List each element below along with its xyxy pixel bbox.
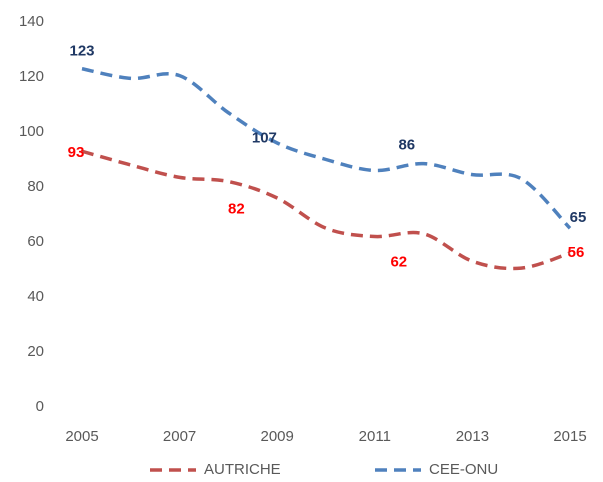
x-tick-label: 2015 [553, 428, 586, 445]
data-label: 107 [252, 130, 277, 147]
data-label: 82 [228, 200, 245, 217]
data-label: 123 [69, 43, 94, 60]
y-tick-label: 40 [27, 288, 44, 305]
y-tick-label: 20 [27, 343, 44, 360]
series-line [81, 149, 571, 271]
x-tick-label: 2005 [65, 428, 98, 445]
data-label: 56 [568, 244, 585, 261]
legend-label: AUTRICHE [204, 461, 281, 478]
data-label: 86 [398, 136, 415, 153]
x-tick-label: 2009 [261, 428, 294, 445]
series-line [81, 67, 572, 230]
legend-label: CEE-ONU [429, 461, 498, 478]
x-tick-label: 2013 [456, 428, 489, 445]
data-label: 62 [390, 253, 407, 270]
data-label: 65 [570, 209, 587, 226]
x-tick-label: 2007 [163, 428, 196, 445]
data-label: 93 [68, 144, 85, 161]
x-tick-label: 2011 [359, 428, 391, 445]
y-tick-label: 60 [27, 233, 44, 250]
y-tick-label: 100 [19, 123, 44, 140]
y-tick-label: 0 [36, 398, 44, 415]
y-tick-label: 120 [19, 68, 44, 85]
y-tick-label: 80 [27, 178, 44, 195]
y-tick-label: 140 [19, 13, 44, 30]
